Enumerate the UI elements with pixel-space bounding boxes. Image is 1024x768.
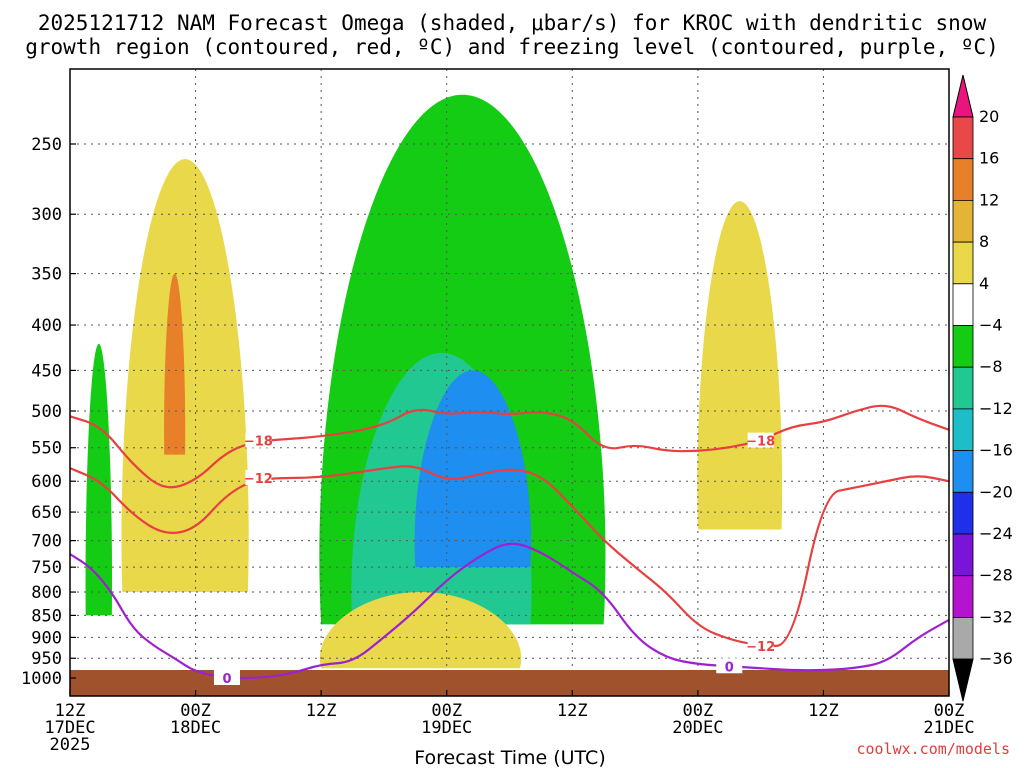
colorbar-swatch-12 (952, 617, 974, 660)
freezing-level-0-label-bg-1 (716, 658, 743, 674)
dendritic-minus12-label-bg-0 (245, 470, 272, 486)
dendritic-minus12-label-bg-1 (747, 637, 774, 653)
chart-title-line2: growth region (contoured, red, ºC) and f… (25, 35, 999, 59)
colorbar-label-5: −4 (979, 316, 1003, 335)
freezing-level-0-label-1: 0 (725, 660, 734, 675)
colorbar-label-4: 4 (979, 274, 989, 293)
x-tick-label-0-line1: 12Z (55, 701, 86, 721)
colorbar-swatch-4 (952, 283, 974, 326)
colorbar-swatch-1 (952, 158, 974, 201)
dendritic-minus18-line (70, 404, 949, 489)
x-tick-label-84-line1: 00Z (934, 701, 965, 721)
credit-text: coolwx.com/models (856, 740, 1010, 758)
y-tick-label-900: 900 (31, 628, 62, 648)
colorbar-label-6: −8 (979, 357, 1003, 376)
dendritic-minus18-label-bg-1 (747, 432, 774, 448)
y-axis: 2503003504004505005506006507007508008509… (21, 135, 76, 689)
y-tick-label-500: 500 (31, 402, 62, 422)
y-tick-label-550: 550 (31, 439, 62, 459)
y-tick-label-400: 400 (31, 316, 62, 336)
colorbar-label-11: −28 (979, 566, 1013, 585)
freezing-level-0-label-0: 0 (222, 672, 231, 687)
colorbar-label-12: −32 (979, 607, 1013, 626)
x-axis-title: Forecast Time (UTC) (414, 747, 605, 768)
omega-orange-early (164, 273, 186, 455)
colorbar-swatch-11 (952, 575, 974, 618)
colorbar-swatch-3 (952, 241, 974, 285)
y-tick-label-850: 850 (31, 606, 62, 626)
y-tick-label-300: 300 (31, 205, 62, 225)
colorbar-swatch-8 (952, 450, 974, 493)
colorbar-label-7: −12 (979, 399, 1013, 418)
contour-layer: −18 −18 −12 −12 0 0 (70, 404, 949, 687)
colorbar-label-8: −16 (979, 441, 1013, 460)
colorbar-swatch-10 (952, 533, 974, 577)
y-tick-label-800: 800 (31, 583, 62, 603)
plot-frame (69, 68, 950, 697)
chart-title-line1: 2025121712 NAM Forecast Omega (shaded, μ… (38, 11, 987, 35)
y-tick-label-700: 700 (31, 532, 62, 552)
colorbar-label-13: −36 (979, 649, 1013, 668)
colorbar-label-1: 16 (979, 149, 999, 168)
x-tick-label-84-line2: 21DEC (923, 718, 974, 738)
colorbar-swatch-7 (952, 408, 974, 451)
x-tick-label-0-line2: 17DEC (44, 718, 95, 738)
colorbar-label-9: −20 (979, 482, 1013, 501)
freezing-level-0-label-bg-0 (213, 670, 240, 685)
freezing-level-0-line (70, 542, 949, 680)
y-tick-label-950: 950 (31, 649, 62, 669)
colorbar-swatch-9 (952, 491, 974, 535)
colorbar-label-2: 12 (979, 190, 999, 209)
dendritic-minus12-label-1: −12 (746, 640, 775, 655)
colorbar-label-0: 20 (979, 107, 999, 126)
x-tick-label-0-line3: 2025 (50, 735, 91, 755)
y-tick-label-1000: 1000 (21, 669, 62, 689)
y-tick-label-650: 650 (31, 503, 62, 523)
x-tick-label-60-line2: 20DEC (672, 718, 723, 738)
dendritic-minus12-label-0: −12 (244, 472, 273, 487)
colorbar-swatch-5 (952, 325, 974, 368)
colorbar-swatch-2 (952, 199, 974, 243)
colorbar-swatch-0 (952, 116, 974, 160)
x-tick-label-36-line1: 00Z (431, 701, 462, 721)
x-tick-label-72-line1: 12Z (808, 701, 839, 721)
colorbar-label-10: −24 (979, 524, 1013, 543)
x-tick-label-36-line2: 19DEC (421, 718, 472, 738)
x-tick-label-60-line1: 00Z (682, 701, 713, 721)
omega-blue-main (414, 370, 532, 568)
y-tick-label-600: 600 (31, 472, 62, 492)
colorbar-swatch-6 (952, 366, 974, 410)
dendritic-minus18-label-0: −18 (244, 435, 273, 450)
x-tick-label-24-line1: 12Z (306, 701, 337, 721)
dendritic-minus18-label-bg-0 (245, 432, 272, 448)
omega-shading-layer (85, 94, 783, 669)
omega-green-early (85, 343, 113, 616)
y-tick-label-750: 750 (31, 558, 62, 578)
colorbar-bottom-arrow (952, 658, 974, 702)
colorbar-top-arrow (952, 74, 974, 118)
y-tick-label-250: 250 (31, 135, 62, 155)
x-tick-label-12-line2: 18DEC (170, 718, 221, 738)
x-tick-label-12-line1: 00Z (180, 701, 211, 721)
colorbar: 20 16 12 8 4 −4 −8 −12 −16 −20 −24 −28 −32 −36 (952, 74, 1013, 702)
dendritic-minus12-line (70, 465, 949, 647)
y-tick-label-350: 350 (31, 265, 62, 285)
x-tick-label-48-line1: 12Z (557, 701, 588, 721)
dendritic-minus18-label-1: −18 (746, 435, 775, 450)
colorbar-label-3: 8 (979, 232, 989, 251)
omega-yellow-early (121, 159, 249, 593)
y-tick-label-450: 450 (31, 361, 62, 381)
